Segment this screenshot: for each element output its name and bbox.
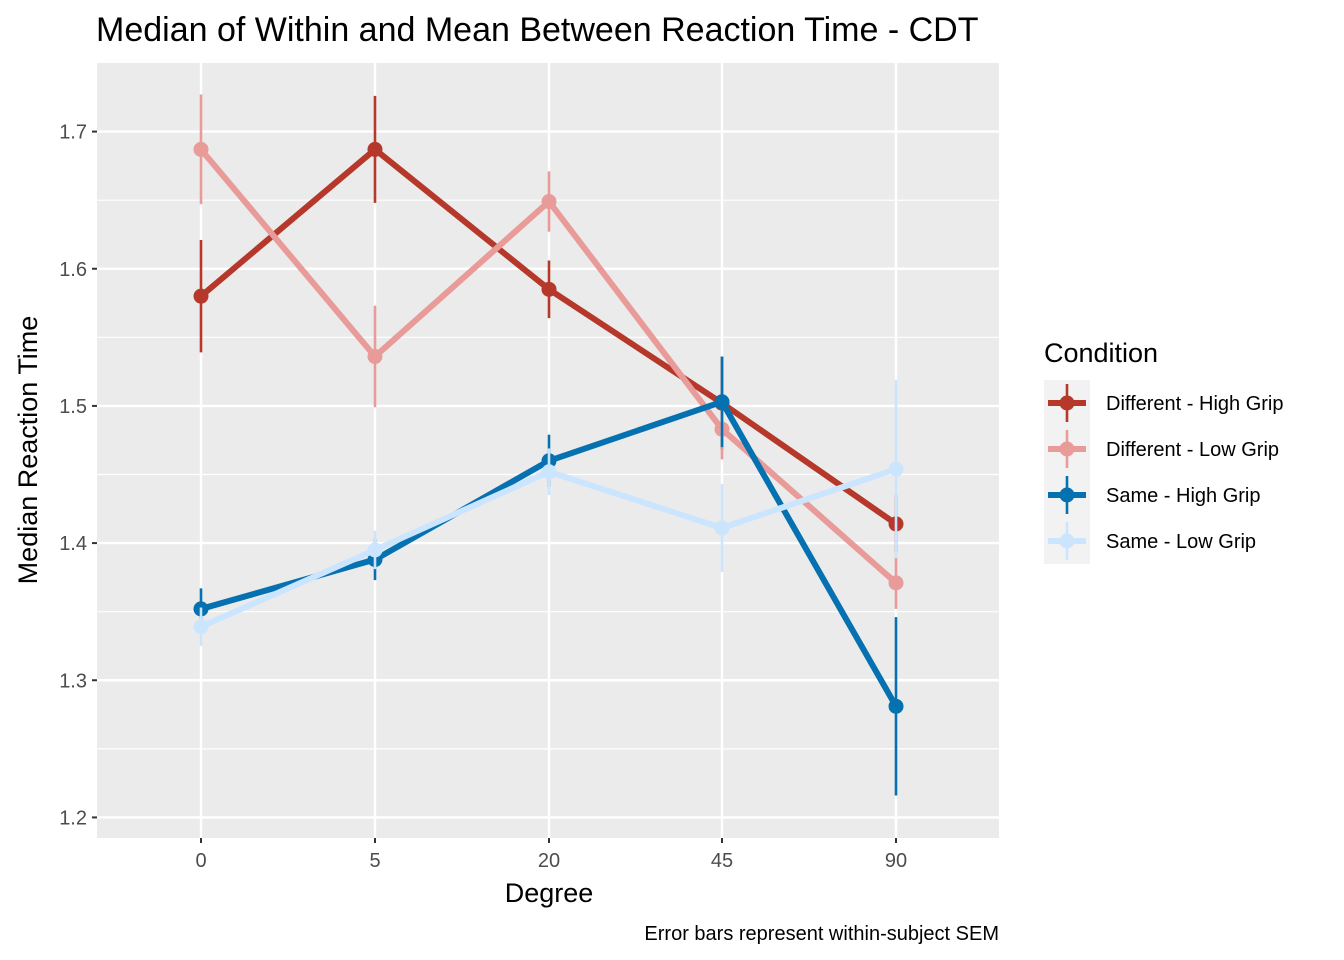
series-2 bbox=[193, 94, 904, 609]
x-tick-label: 20 bbox=[538, 850, 560, 872]
legend-key-point bbox=[1059, 533, 1075, 549]
legend-label: Same - Low Grip bbox=[1106, 531, 1256, 553]
data-point bbox=[193, 141, 209, 157]
data-point bbox=[888, 575, 904, 591]
legend-item: Same - High Grip bbox=[1044, 472, 1261, 518]
data-point bbox=[193, 288, 209, 304]
data-point bbox=[888, 698, 904, 714]
plot-panel bbox=[97, 63, 999, 838]
legend-label: Different - High Grip bbox=[1106, 393, 1283, 415]
legend-label: Different - Low Grip bbox=[1106, 439, 1279, 461]
x-tick-label: 0 bbox=[195, 850, 206, 872]
y-axis: 1.2 1.3 1.4 1.5 1.6 1.7 bbox=[59, 122, 97, 829]
chart-title: Median of Within and Mean Between Reacti… bbox=[96, 11, 979, 49]
data-point bbox=[541, 281, 557, 297]
data-point bbox=[541, 194, 557, 210]
y-tick-label: 1.5 bbox=[59, 396, 87, 418]
x-axis: 0 5 20 45 90 bbox=[195, 838, 907, 872]
y-tick-label: 1.4 bbox=[59, 533, 87, 555]
chart-caption: Error bars represent within-subject SEM bbox=[644, 923, 999, 945]
data-point bbox=[541, 464, 557, 480]
legend-title: Condition bbox=[1044, 338, 1158, 368]
y-tick-label: 1.2 bbox=[59, 807, 87, 829]
data-point bbox=[367, 349, 383, 365]
x-axis-title: Degree bbox=[505, 878, 594, 908]
x-tick-label: 45 bbox=[711, 850, 733, 872]
data-point bbox=[714, 394, 730, 410]
y-tick-label: 1.3 bbox=[59, 670, 87, 692]
legend-label: Same - High Grip bbox=[1106, 485, 1261, 507]
legend-key-point bbox=[1059, 441, 1075, 457]
y-axis-title: Median Reaction Time bbox=[13, 316, 43, 585]
data-point bbox=[367, 542, 383, 558]
legend-item: Different - High Grip bbox=[1044, 380, 1283, 426]
x-tick-label: 90 bbox=[885, 850, 907, 872]
data-point bbox=[714, 520, 730, 536]
legend-key-point bbox=[1059, 487, 1075, 503]
data-point bbox=[888, 461, 904, 477]
series-4 bbox=[193, 379, 904, 646]
legend-item: Different - Low Grip bbox=[1044, 426, 1279, 472]
data-point bbox=[193, 619, 209, 635]
legend-key-point bbox=[1059, 395, 1075, 411]
legend-item: Same - Low Grip bbox=[1044, 518, 1256, 564]
y-tick-label: 1.7 bbox=[59, 122, 87, 144]
x-tick-label: 5 bbox=[369, 850, 380, 872]
legend: Condition Different - High Grip Different… bbox=[1044, 338, 1283, 564]
y-tick-label: 1.6 bbox=[59, 259, 87, 281]
data-point bbox=[367, 141, 383, 157]
